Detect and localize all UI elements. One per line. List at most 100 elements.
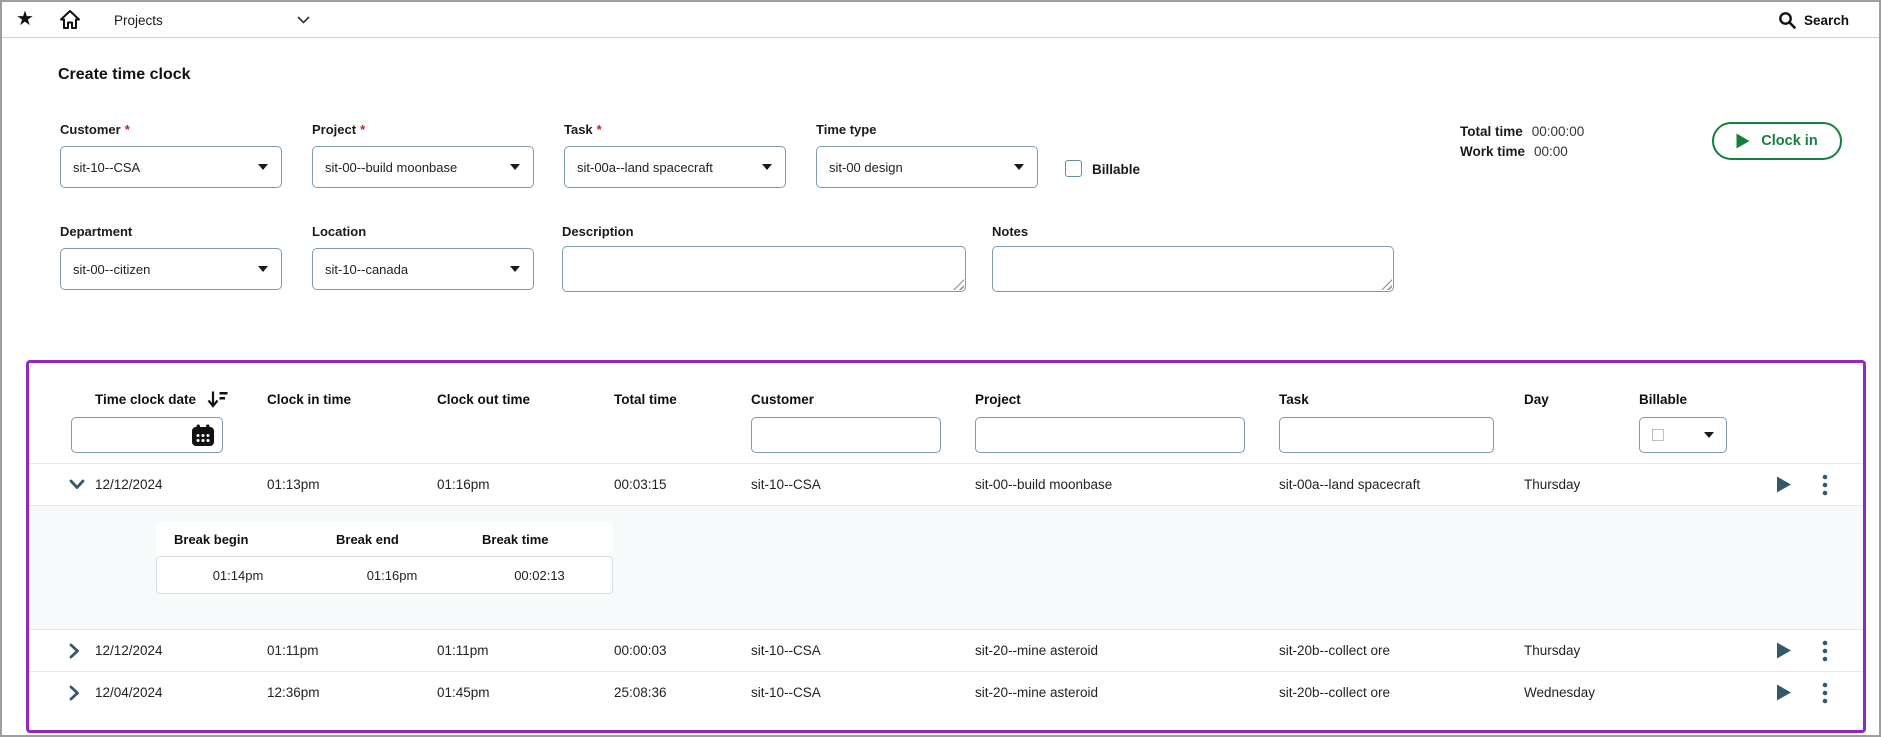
cell-task: sit-00a--land spacecraft [1279,477,1421,492]
table-filter-row [29,417,1863,463]
play-button[interactable] [1776,642,1792,659]
chevron-right-icon [69,643,79,658]
customer-select-value: sit-10--CSA [73,159,141,175]
expand-row-chevron[interactable] [69,643,95,659]
break-end-value: 01:16pm [366,567,418,583]
department-select-value: sit-00--citizen [73,261,151,277]
description-field[interactable] [562,246,966,292]
play-icon [1777,684,1791,701]
project-select-value: sit-00--build moonbase [325,159,458,175]
project-filter-input[interactable] [975,417,1245,453]
search-icon [1779,12,1796,29]
sort-descending-icon[interactable] [206,390,228,409]
cell-customer: sit-10--CSA [751,477,821,492]
break-time-value: 00:02:13 [514,567,565,583]
search-label: Search [1803,12,1849,28]
play-button[interactable] [1776,476,1792,493]
break-begin-header: Break begin [174,531,249,547]
customer-label: Customer * [60,122,130,137]
chevron-down-icon [297,16,310,24]
clock-in-button[interactable]: Clock in [1712,122,1842,160]
column-header-clock-in: Clock in time [267,391,352,407]
clock-in-label: Clock in [1761,133,1818,149]
billable-checkbox[interactable] [1065,160,1082,177]
department-select[interactable]: sit-00--citizen [60,248,282,290]
project-select[interactable]: sit-00--build moonbase [312,146,534,188]
collapse-row-chevron[interactable] [69,479,95,490]
customer-filter-input[interactable] [751,417,941,453]
project-label: Project * [312,122,366,137]
kebab-menu-button[interactable] [1822,474,1828,496]
play-icon [1777,642,1791,659]
chevron-right-icon [69,685,79,700]
notes-field[interactable] [992,246,1394,292]
cell-date: 12/12/2024 [95,643,163,658]
time-type-select[interactable]: sit-00 design [816,146,1038,188]
star-icon[interactable]: ★ [16,8,34,30]
cell-clock-out: 01:45pm [437,685,490,700]
cell-clock-in: 01:13pm [267,477,320,492]
nav-menu-projects[interactable]: Projects [114,2,310,38]
column-header-total: Total time [614,391,677,407]
navbar: ★ Projects Search [2,2,1879,38]
cell-date: 12/12/2024 [95,477,163,492]
cell-clock-in: 12:36pm [267,685,320,700]
customer-select[interactable]: sit-10--CSA [60,146,282,188]
cell-day: Wednesday [1524,685,1596,700]
break-table-header-row: Break begin Break end Break time [156,522,613,556]
billable-filter-select[interactable] [1639,417,1727,453]
row-actions [1774,682,1863,704]
task-label: Task * [564,122,602,137]
column-header-task: Task [1279,391,1309,407]
chevron-down-icon [258,266,268,272]
cell-day: Thursday [1524,477,1581,492]
time-clock-table-panel: Time clock date Clock in time Clock out … [26,360,1866,733]
row-actions [1774,640,1863,662]
play-icon [1736,133,1750,149]
play-icon [1777,476,1791,493]
time-type-select-value: sit-00 design [829,159,903,175]
chevron-down-icon [1014,164,1024,170]
kebab-menu-icon [1822,474,1828,495]
create-time-clock-form: Create time clock Customer * Project * Tas… [2,38,1879,343]
calendar-icon[interactable] [191,424,215,447]
table-row: 12/12/2024 01:13pm 01:16pm 00:03:15 sit-… [29,463,1863,505]
column-header-day: Day [1524,391,1549,407]
home-icon[interactable] [60,10,80,34]
kebab-menu-icon [1822,640,1828,661]
work-time-value: 00:00 [1534,144,1568,159]
search-button[interactable]: Search [1778,2,1849,38]
cell-project: sit-20--mine asteroid [975,643,1099,658]
cell-total: 00:00:03 [614,643,667,658]
description-label: Description [562,224,634,239]
department-label: Department [60,224,133,239]
kebab-menu-button[interactable] [1822,640,1828,662]
expand-row-chevron[interactable] [69,685,95,701]
cell-date: 12/04/2024 [95,685,163,700]
table-row: 12/04/2024 12:36pm 01:45pm 25:08:36 sit-… [29,671,1863,713]
table-row: 12/12/2024 01:11pm 01:11pm 00:00:03 sit-… [29,629,1863,671]
play-button[interactable] [1776,684,1792,701]
chevron-down-icon [258,164,268,170]
notes-field-wrap [992,246,1394,292]
location-select[interactable]: sit-10--canada [312,248,534,290]
chevron-down-icon [510,164,520,170]
kebab-menu-icon [1822,682,1828,703]
page-title: Create time clock [58,66,191,83]
required-marker: * [124,122,130,137]
cell-total: 25:08:36 [614,685,667,700]
break-begin-value: 01:14pm [212,567,264,583]
break-time-header: Break time [482,531,549,547]
cell-day: Thursday [1524,643,1581,658]
task-filter-input[interactable] [1279,417,1494,453]
required-marker: * [360,122,366,137]
kebab-menu-button[interactable] [1822,682,1828,704]
total-time-value: 00:00:00 [1531,124,1585,139]
task-select[interactable]: sit-00a--land spacecraft [564,146,786,188]
column-header-date[interactable]: Time clock date [95,390,267,409]
total-time-label: Total time [1460,124,1523,139]
row-expansion-area: Break begin Break end Break time 01:14pm… [29,505,1863,629]
date-filter-input[interactable] [71,417,223,453]
table-header-row: Time clock date Clock in time Clock out … [29,383,1863,415]
